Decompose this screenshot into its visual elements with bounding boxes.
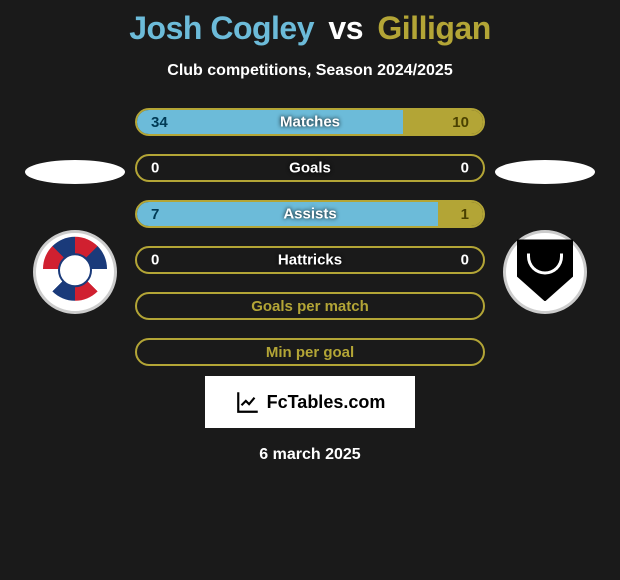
club-right: [495, 160, 595, 314]
stat-label: Goals per match: [251, 298, 369, 315]
title: Josh Cogley vs Gilligan: [0, 10, 620, 47]
stat-value-right: 0: [461, 160, 469, 177]
player1-name: Josh Cogley: [129, 10, 314, 46]
stat-bar-right: 1: [438, 202, 483, 226]
watermark: FcTables.com: [205, 376, 415, 428]
stat-label: Matches: [280, 114, 340, 131]
platform-right: [495, 160, 595, 184]
comparison-card: Josh Cogley vs Gilligan Club competition…: [0, 0, 620, 474]
stat-row-hattricks: 0 Hattricks 0: [135, 246, 485, 274]
platform-left: [25, 160, 125, 184]
stat-label: Assists: [283, 206, 336, 223]
player2-name: Gilligan: [377, 10, 490, 46]
stat-row-assists: 71Assists: [135, 200, 485, 228]
stats-column: 3410Matches0Goals071Assists0Hattricks0Go…: [135, 108, 485, 366]
comparison-body: 3410Matches0Goals071Assists0Hattricks0Go…: [0, 108, 620, 366]
stat-row-min-per-goal: Min per goal: [135, 338, 485, 366]
date: 6 march 2025: [0, 446, 620, 464]
stat-value-left: 0: [151, 252, 159, 269]
stat-label: Goals: [289, 160, 331, 177]
stat-label: Min per goal: [266, 344, 354, 361]
club-crest-right: [503, 230, 587, 314]
stat-bar-left: 34: [137, 110, 403, 134]
vs-text: vs: [328, 10, 363, 46]
watermark-text: FcTables.com: [267, 392, 386, 413]
stat-row-matches: 3410 Matches: [135, 108, 485, 136]
stat-row-goals: 0 Goals 0: [135, 154, 485, 182]
stat-value-left: 0: [151, 160, 159, 177]
club-left: [25, 160, 125, 314]
stat-bar-right: 10: [403, 110, 483, 134]
club-crest-left: [33, 230, 117, 314]
subtitle: Club competitions, Season 2024/2025: [0, 62, 620, 80]
stat-value-right: 0: [461, 252, 469, 269]
stat-row-goals-per-match: Goals per match: [135, 292, 485, 320]
stat-label: Hattricks: [278, 252, 342, 269]
chart-icon: [235, 389, 261, 415]
